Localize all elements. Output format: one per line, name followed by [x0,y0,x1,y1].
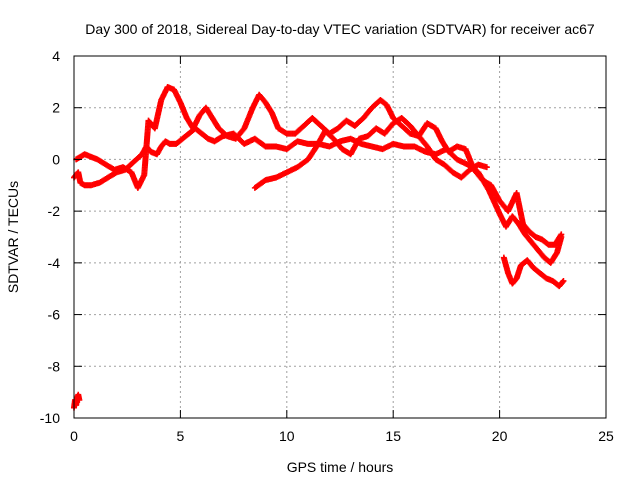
series-track-b [73,84,565,248]
series-track-e [71,391,83,411]
y-tick-label: 0 [52,151,60,167]
y-axis-label: SDTVAR / TECUs [5,181,21,293]
x-tick-label: 25 [598,428,614,444]
x-tick-label: 20 [492,428,508,444]
y-tick-labels: -10 -8 -6 -4 -2 0 2 4 [40,48,60,426]
axis-ticks [73,55,607,419]
y-tick-label: -4 [48,255,61,271]
chart-title: Day 300 of 2018, Sidereal Day-to-day VTE… [85,21,595,37]
y-tick-label: 4 [52,48,60,64]
y-tick-label: -8 [48,358,61,374]
data-point [483,164,490,171]
plot-frame [73,55,607,419]
x-tick-label: 0 [70,428,78,444]
y-tick-label: -6 [48,307,61,323]
x-tick-label: 10 [279,428,295,444]
x-tick-label: 15 [385,428,401,444]
series-track-d [500,254,567,290]
data-point-fill [559,278,566,285]
x-axis-label: GPS time / hours [287,459,394,475]
data-point [558,231,565,238]
x-tick-label: 5 [177,428,185,444]
data-point [76,396,83,403]
y-tick-label: 2 [52,100,60,116]
data-point [560,277,567,284]
y-tick-label: -2 [48,203,61,219]
series-track-c [251,115,490,191]
x-tick-labels: 0 5 10 15 20 25 [70,428,614,444]
data-points [71,84,567,411]
y-tick-label: -10 [40,410,60,426]
